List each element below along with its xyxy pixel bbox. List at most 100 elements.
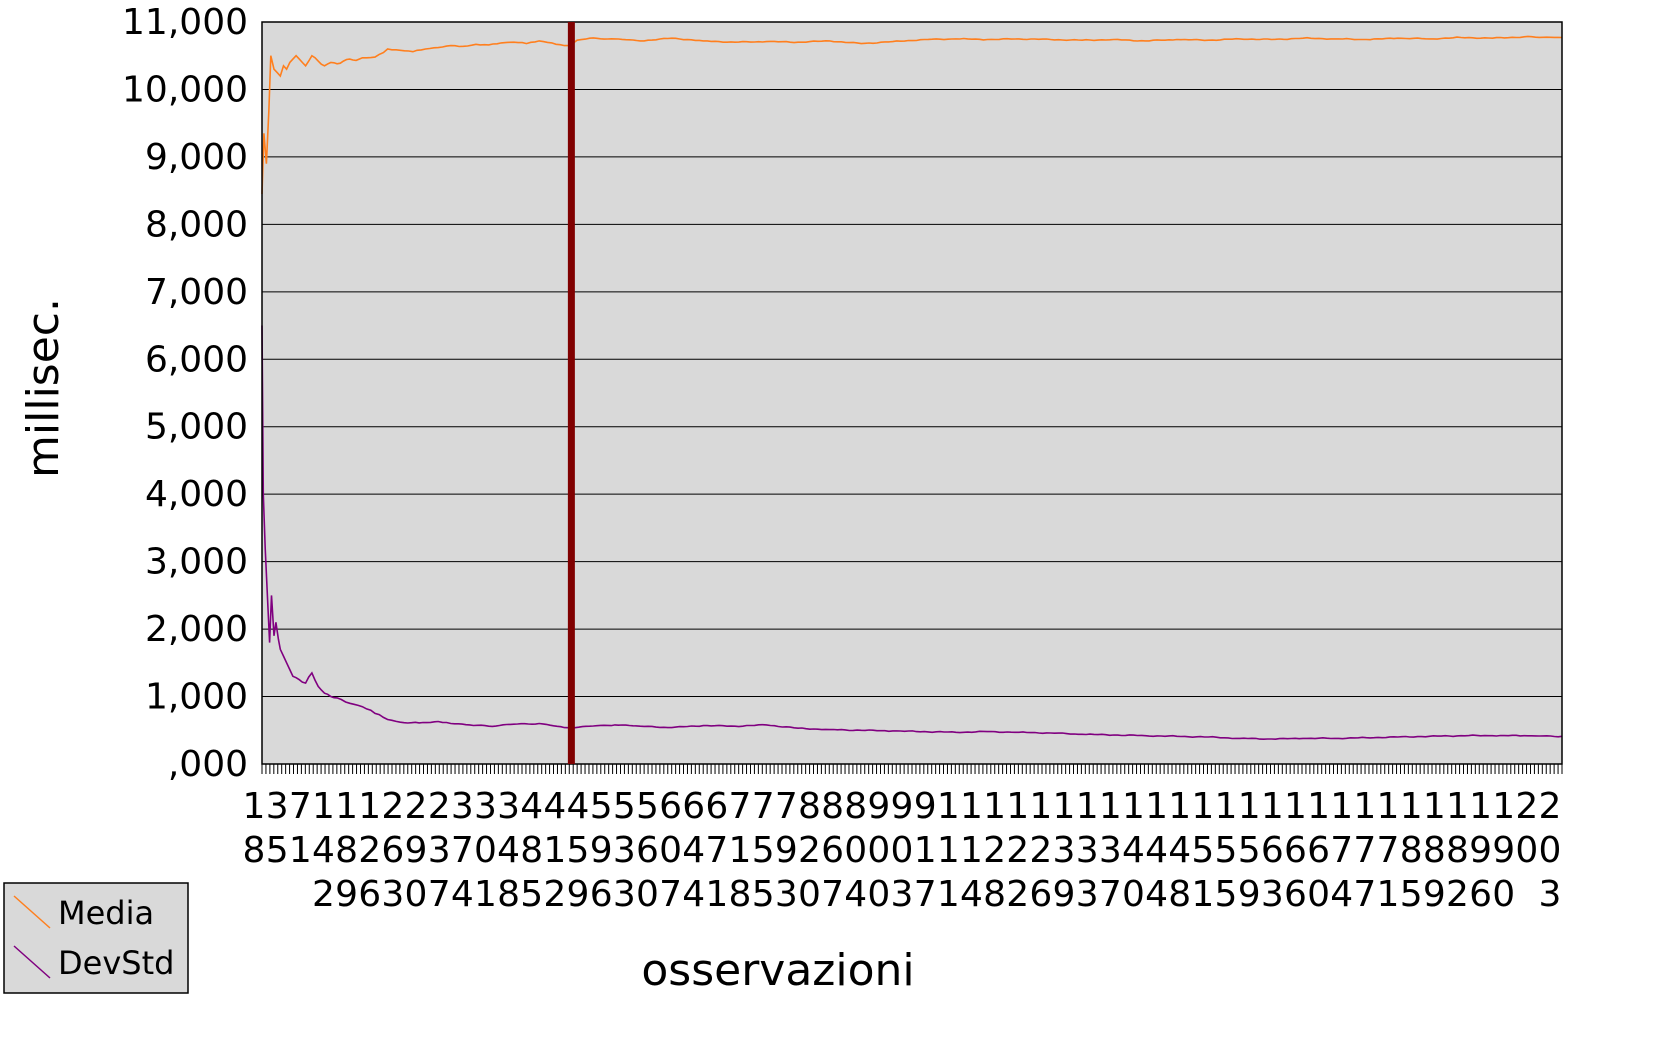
x-tick-label: 8 [520,830,543,871]
y-tick-label: 9,000 [145,137,248,178]
x-tick-label: 5 [520,874,543,915]
x-tick-label: 1 [960,830,983,871]
x-tick-label: 4 [1168,830,1191,871]
x-tick-label: 4 [497,830,520,871]
x-tick-label: 3 [381,874,404,915]
x-tick-label: 9 [775,830,798,871]
x-tick-label: 1 [1377,786,1400,827]
x-tick-label: 2 [1006,874,1029,915]
x-tick-label: 1 [1492,786,1515,827]
x-tick-label: 4 [1145,830,1168,871]
x-tick-label: 1 [729,830,752,871]
legend: Media DevStd [3,882,189,994]
x-tick-label: 2 [983,830,1006,871]
x-tick-label: 9 [891,786,914,827]
x-tick-label: 7 [289,786,312,827]
legend-media-label: Media [58,894,154,932]
series [261,35,1563,741]
x-tick-label: 1 [358,786,381,827]
x-tick-label: 5 [567,830,590,871]
x-tick-label: 2 [428,786,451,827]
x-tick-label: 0 [844,830,867,871]
y-tick-label: ,000 [168,744,248,785]
x-tick-label: 3 [775,874,798,915]
x-tick-label: 3 [1076,830,1099,871]
x-tick-label: 4 [960,874,983,915]
x-tick-label: 1 [1330,786,1353,827]
x-tick-label: 7 [428,874,451,915]
x-tick-label: 6 [682,786,705,827]
x-tick-label: 2 [798,830,821,871]
x-tick-label: 3 [266,786,289,827]
x-tick-label: 5 [1215,874,1238,915]
legend-devstd-label: DevStd [58,944,174,982]
x-tick-label: 1 [1238,786,1261,827]
x-tick-label: 6 [636,830,659,871]
x-axis-title: osservazioni [641,945,914,996]
x-tick-label: 1 [960,786,983,827]
x-tick-label: 0 [891,830,914,871]
x-tick-label: 0 [636,874,659,915]
x-tick-label: 4 [451,874,474,915]
x-tick-label: 1 [1122,786,1145,827]
x-tick-label: 7 [705,830,728,871]
x-tick-label: 7 [451,830,474,871]
y-tick-label: 11,000 [122,2,248,43]
x-tick-label: 6 [821,830,844,871]
legend-media-swatch [13,895,51,929]
x-tick-label: 3 [1053,830,1076,871]
x-tick-label: 1 [983,786,1006,827]
x-tick-label: 1 [1191,786,1214,827]
x-tick-label: 6 [1284,874,1307,915]
x-tick-label: 2 [381,786,404,827]
x-tick-label: 9 [590,830,613,871]
x-tick-label: 8 [243,830,266,871]
series-line-devstd [261,325,1563,741]
y-tick-label: 1,000 [145,677,248,718]
x-tick-label: 8 [1423,830,1446,871]
x-tick-label: 7 [729,786,752,827]
x-tick-label: 7 [821,874,844,915]
x-tick-label: 2 [1515,786,1538,827]
x-tick-label: 9 [1053,874,1076,915]
x-tick-label: 1 [1145,786,1168,827]
legend-box [3,882,189,994]
x-tick-label: 1 [1191,874,1214,915]
x-tick-label: 8 [497,874,520,915]
x-tick-label: 9 [914,786,937,827]
x-tick-label: 3 [497,786,520,827]
x-tick-label: 2 [1446,874,1469,915]
x-tick-label: 1 [335,786,358,827]
x-tick-label: 8 [1400,830,1423,871]
x-tick-label: 1 [312,786,335,827]
x-tick-label: 8 [983,874,1006,915]
x-tick-label: 3 [1539,874,1562,915]
y-tick-label: 6,000 [145,339,248,380]
x-tick-label: 1 [474,874,497,915]
x-tick-label: 7 [1353,874,1376,915]
x-tick-label: 1 [1029,786,1052,827]
x-tick-label: 7 [914,874,937,915]
x-tick-label: 1 [1168,786,1191,827]
x-tick-label: 3 [1099,830,1122,871]
y-tick-label: 2,000 [145,609,248,650]
y-tick-label: 10,000 [122,69,248,110]
x-tick-label: 1 [1261,786,1284,827]
x-tick-label: 1 [543,830,566,871]
x-tick-label: 6 [1029,874,1052,915]
x-tick-label: 5 [752,830,775,871]
x-tick-label: 2 [405,786,428,827]
x-tick-label: 6 [590,874,613,915]
x-tick-label: 5 [1238,830,1261,871]
x-tick-label: 2 [543,874,566,915]
x-tick-label: 1 [1215,786,1238,827]
x-tick-label: 5 [1400,874,1423,915]
x-tick-label: 9 [1238,874,1261,915]
series-line-media [261,35,1563,195]
x-tick-label: 2 [1539,786,1562,827]
x-tick-label: 5 [1191,830,1214,871]
plot-background [262,22,1562,764]
x-tick-label: 4 [1145,874,1168,915]
x-tick-label: 4 [1330,874,1353,915]
